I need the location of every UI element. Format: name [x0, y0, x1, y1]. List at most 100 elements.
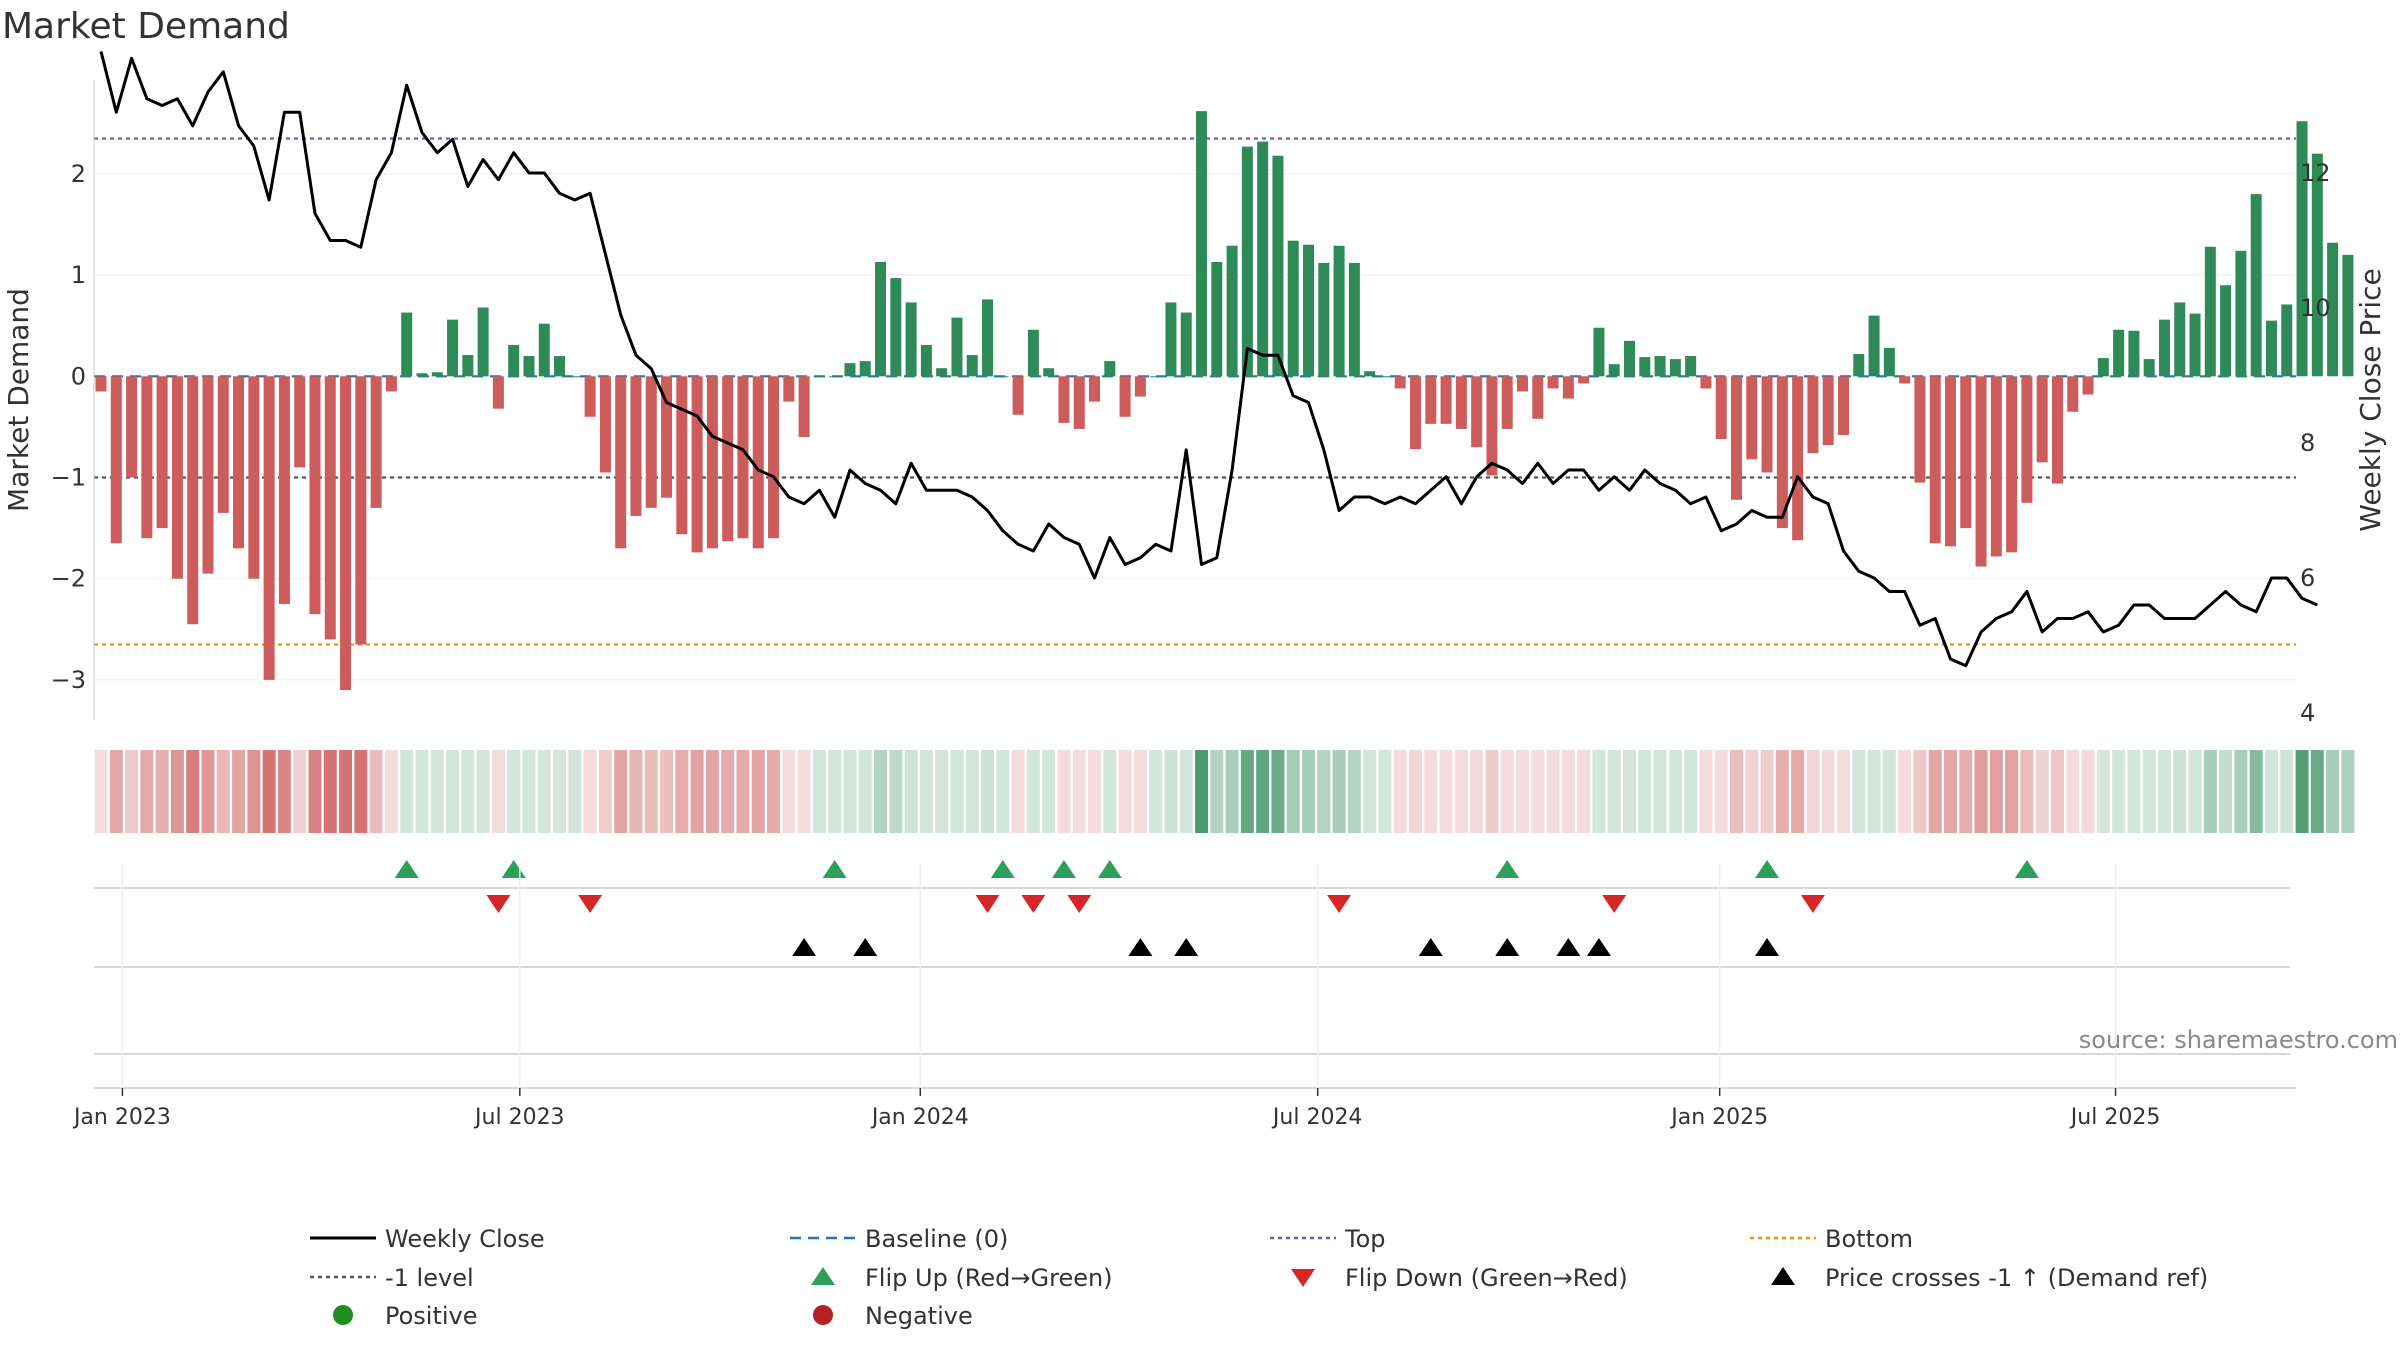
price-cross-marker-8	[1755, 938, 1780, 956]
demand-bar-5	[171, 376, 183, 579]
strip-cell-117	[1882, 750, 1896, 833]
strip-cell-6	[186, 750, 200, 833]
demand-bar-140	[2235, 250, 2247, 377]
demand-bar-74	[1226, 245, 1238, 377]
chart-title: Market Demand	[2, 6, 290, 47]
legend-label-5: Flip Up (Red→Green)	[865, 1264, 1113, 1292]
flip-down-marker-0	[486, 895, 511, 913]
demand-bar-132	[2113, 329, 2125, 377]
price-cross-marker-2	[1128, 938, 1153, 956]
flip-down-marker-4	[1067, 895, 1092, 913]
strip-cell-97	[1577, 750, 1591, 833]
strip-cell-65	[1088, 750, 1102, 833]
strip-cell-11	[262, 750, 276, 833]
price-cross-marker-3	[1174, 938, 1199, 956]
price-cross-marker-5	[1495, 938, 1520, 956]
demand-bar-111	[1792, 376, 1804, 541]
legend-label-7: Price crosses -1 ↑ (Demand ref)	[1825, 1264, 2208, 1292]
strip-cell-67	[1118, 750, 1132, 833]
strip-cell-103	[1668, 750, 1682, 833]
strip-cell-33	[598, 750, 612, 833]
event-markers	[94, 860, 2290, 1055]
demand-bar-126	[2021, 376, 2033, 503]
legend-label-6: Flip Down (Green→Red)	[1345, 1264, 1628, 1292]
strip-cell-48	[828, 750, 842, 833]
demand-bar-62	[1043, 368, 1055, 377]
demand-bar-90	[1471, 376, 1483, 448]
legend-label-2: Top	[1344, 1225, 1386, 1253]
demand-bar-41	[722, 376, 734, 542]
demand-bar-109	[1761, 376, 1773, 473]
strip-cell-4	[155, 750, 169, 833]
strip-cell-138	[2203, 750, 2217, 833]
demand-bar-82	[1348, 262, 1360, 377]
strip-cell-27	[507, 750, 521, 833]
demand-bar-44	[768, 376, 780, 539]
strip-cell-106	[1714, 750, 1728, 833]
demand-bar-105	[1700, 376, 1712, 389]
strip-cell-120	[1928, 750, 1942, 833]
strip-cell-35	[629, 750, 643, 833]
price-cross-marker-1	[853, 938, 878, 956]
demand-bar-99	[1608, 364, 1620, 377]
demand-bar-142	[2265, 320, 2277, 377]
demand-bar-110	[1776, 376, 1788, 529]
demand-bar-143	[2281, 304, 2293, 377]
strip-cell-43	[751, 750, 765, 833]
strip-cell-145	[2310, 750, 2324, 833]
demand-bar-12	[278, 376, 290, 604]
legend-entry-3: Bottom	[1750, 1225, 1913, 1253]
strip-cell-10	[247, 750, 261, 833]
strip-cell-139	[2219, 750, 2233, 833]
demand-bar-118	[1899, 376, 1911, 384]
demand-bar-63	[1058, 376, 1070, 423]
demand-bar-37	[661, 376, 673, 498]
demand-bar-103	[1669, 359, 1681, 377]
demand-bar-18	[370, 376, 382, 508]
strip-cell-146	[2326, 750, 2340, 833]
strip-cell-81	[1332, 750, 1346, 833]
demand-bar-145	[2311, 153, 2323, 377]
strip-cell-108	[1745, 750, 1759, 833]
strip-cell-119	[1913, 750, 1927, 833]
strip-cell-89	[1454, 750, 1468, 833]
demand-bar-146	[2327, 242, 2339, 377]
demand-bar-36	[645, 376, 657, 508]
flip-up-marker-1	[501, 860, 526, 878]
demand-bar-124	[1990, 376, 2002, 557]
reference-lines	[94, 137, 2296, 646]
demand-bar-71	[1180, 312, 1192, 377]
strip-cell-37	[660, 750, 674, 833]
strip-cell-129	[2066, 750, 2080, 833]
legend-swatch-circle	[333, 1305, 353, 1325]
demand-bar-19	[385, 376, 397, 392]
strip-cell-68	[1133, 750, 1147, 833]
strip-cell-88	[1439, 750, 1453, 833]
demand-bar-24	[462, 355, 474, 377]
strip-cell-51	[874, 750, 888, 833]
strip-cell-147	[2341, 750, 2355, 833]
strip-cell-22	[430, 750, 444, 833]
legend-label-1: Baseline (0)	[865, 1225, 1008, 1253]
strip-cell-52	[889, 750, 903, 833]
strip-cell-91	[1485, 750, 1499, 833]
strip-cell-38	[675, 750, 689, 833]
strip-cell-78	[1286, 750, 1300, 833]
demand-bar-77	[1272, 155, 1284, 377]
strip-cell-74	[1225, 750, 1239, 833]
demand-bar-65	[1089, 376, 1101, 402]
demand-bar-17	[355, 376, 367, 645]
strip-cell-99	[1607, 750, 1621, 833]
demand-bar-139	[2220, 285, 2232, 377]
flip-up-marker-7	[1755, 860, 1780, 878]
demand-bar-88	[1440, 376, 1452, 424]
demand-bar-2	[126, 376, 138, 478]
strip-cell-40	[705, 750, 719, 833]
demand-bar-3	[141, 376, 153, 539]
strip-cell-8	[216, 750, 230, 833]
strip-cell-45	[782, 750, 796, 833]
demand-bar-79	[1303, 244, 1315, 377]
demand-bar-58	[982, 299, 994, 377]
strip-cell-42	[736, 750, 750, 833]
